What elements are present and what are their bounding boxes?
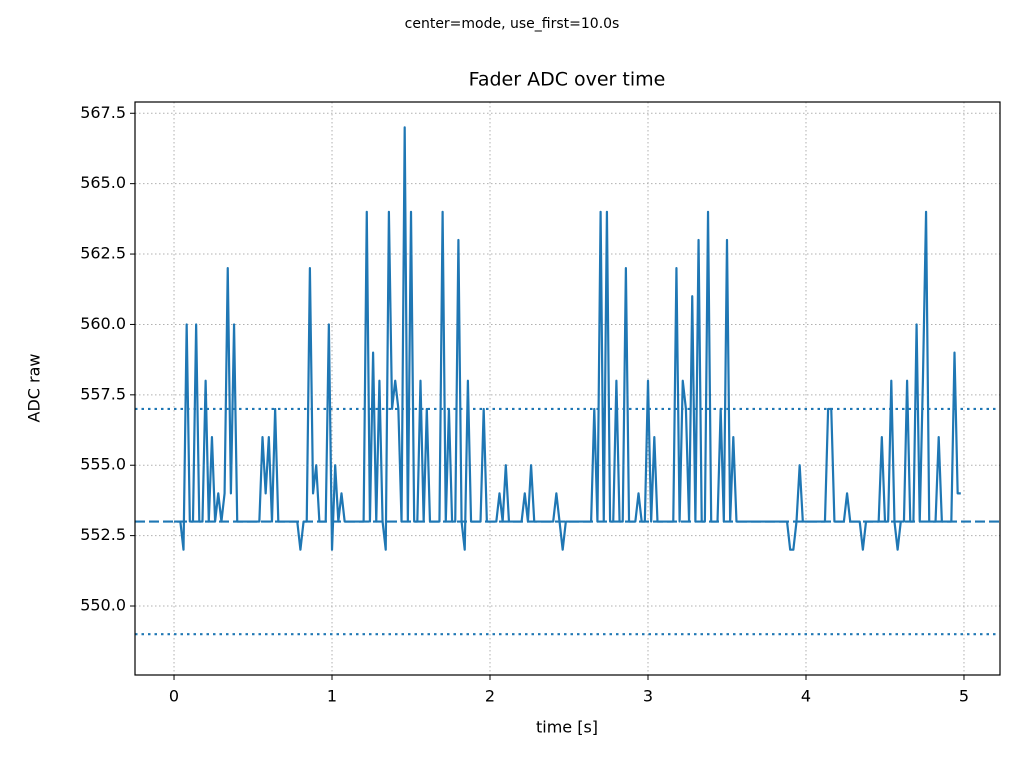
x-tick-label: 1 xyxy=(327,687,337,706)
suptitle: center=mode, use_first=10.0s xyxy=(405,16,620,32)
y-tick-label: 560.0 xyxy=(80,314,126,333)
y-tick-label: 552.5 xyxy=(80,525,126,544)
plot-frame xyxy=(134,101,1001,676)
x-axis-label: time [s] xyxy=(536,718,598,737)
x-tick-label: 0 xyxy=(169,687,179,706)
data-line xyxy=(174,126,961,551)
x-tick-label: 3 xyxy=(643,687,653,706)
chart-title: Fader ADC over time xyxy=(469,69,666,91)
y-axis-label: ADC raw xyxy=(25,354,44,423)
y-tick-label: 555.0 xyxy=(80,455,126,474)
x-tick-label: 5 xyxy=(959,687,969,706)
y-tick-label: 567.5 xyxy=(80,103,126,122)
y-tick-label: 557.5 xyxy=(80,384,126,403)
y-tick-label: 550.0 xyxy=(80,596,126,615)
y-tick-label: 565.0 xyxy=(80,173,126,192)
x-tick-label: 4 xyxy=(801,687,811,706)
x-tick-label: 2 xyxy=(485,687,495,706)
y-tick-label: 562.5 xyxy=(80,244,126,263)
